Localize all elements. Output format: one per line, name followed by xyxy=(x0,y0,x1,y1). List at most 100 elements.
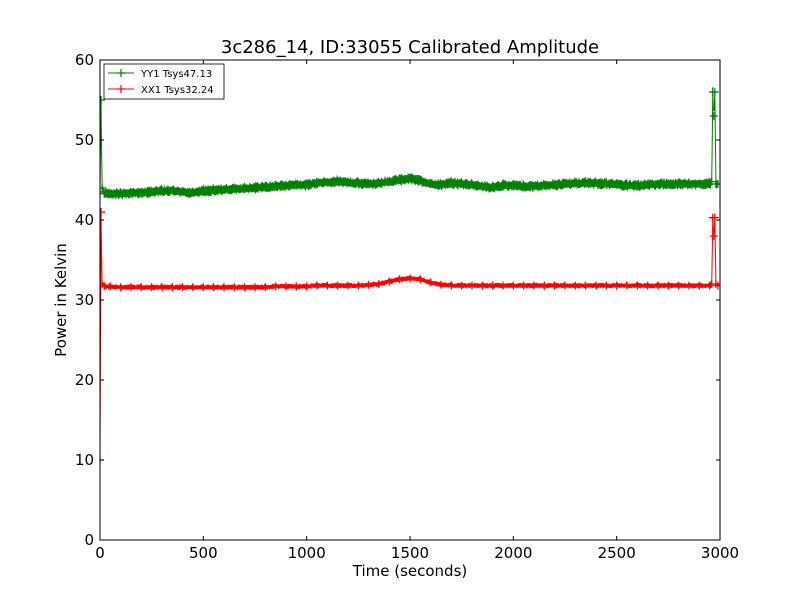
data-point xyxy=(313,179,321,188)
data-point xyxy=(530,182,538,191)
y-tick-label: 30 xyxy=(75,291,94,309)
data-point xyxy=(571,281,580,290)
data-point xyxy=(158,187,166,196)
data-point xyxy=(189,188,197,197)
x-tick-label: 3000 xyxy=(701,544,739,562)
data-point xyxy=(364,180,373,188)
data-point xyxy=(251,184,259,192)
data-point xyxy=(561,180,569,188)
data-point xyxy=(106,189,115,198)
data-point xyxy=(100,96,106,104)
data-point xyxy=(199,187,208,196)
data-point xyxy=(395,176,404,184)
data-point xyxy=(581,179,590,188)
y-tick-label: 20 xyxy=(75,371,94,389)
data-point xyxy=(478,182,487,191)
data-point xyxy=(612,180,621,189)
data-point xyxy=(519,281,528,290)
data-point xyxy=(674,180,683,188)
data-point xyxy=(550,281,559,290)
data-point xyxy=(385,177,394,186)
data-point xyxy=(437,280,445,289)
chart-title: 3c286_14, ID:33055 Calibrated Amplitude xyxy=(221,37,599,58)
data-point xyxy=(354,179,363,188)
y-tick-label: 0 xyxy=(84,531,94,549)
x-tick-label: 0 xyxy=(95,544,105,562)
data-point xyxy=(447,281,456,290)
data-point xyxy=(364,280,373,289)
data-point xyxy=(158,283,166,292)
data-point xyxy=(313,281,321,290)
data-point xyxy=(457,281,466,290)
data-point xyxy=(711,280,720,288)
data-point xyxy=(100,208,106,216)
data-point xyxy=(602,281,611,290)
data-point xyxy=(137,188,146,197)
data-point xyxy=(571,179,580,188)
data-point xyxy=(271,182,280,191)
data-point xyxy=(633,281,642,290)
data-point xyxy=(116,283,125,292)
legend-marker xyxy=(117,85,125,93)
x-tick-label: 1000 xyxy=(288,544,326,562)
data-point xyxy=(457,180,466,188)
data-point xyxy=(654,281,662,290)
data-point xyxy=(100,184,107,192)
data-point xyxy=(499,281,507,290)
data-point xyxy=(623,281,631,290)
legend-box xyxy=(103,63,225,100)
data-point xyxy=(685,281,693,290)
data-point xyxy=(592,179,600,188)
legend-marker xyxy=(117,69,125,77)
data-point xyxy=(147,283,156,292)
data-point xyxy=(230,184,239,193)
data-point xyxy=(707,177,716,186)
series-0 xyxy=(100,87,720,200)
plot-frame xyxy=(99,59,721,541)
data-point xyxy=(710,88,719,96)
data-point xyxy=(654,180,662,188)
data-point xyxy=(509,181,518,190)
data-point xyxy=(550,180,559,189)
data-point xyxy=(685,180,693,188)
data-point xyxy=(168,283,177,292)
data-point xyxy=(519,182,528,191)
data-point xyxy=(282,282,290,291)
data-point xyxy=(333,281,342,290)
data-point xyxy=(561,281,569,290)
data-point xyxy=(447,179,456,188)
series-1 xyxy=(100,208,720,464)
axis-ticks: 0 500 1000 1500 2000 2500 3000 0 10 20 30 40 50 60 xyxy=(75,51,739,562)
data-point xyxy=(602,180,611,188)
legend-label: XX1 Tsys32.24 xyxy=(141,85,214,96)
data-point xyxy=(695,180,704,188)
data-point xyxy=(230,283,239,292)
data-point xyxy=(375,280,383,288)
data-point xyxy=(344,178,352,187)
data-point xyxy=(426,180,435,188)
data-point xyxy=(643,180,652,189)
data-point xyxy=(478,281,487,290)
data-point xyxy=(251,283,259,292)
data-point xyxy=(664,180,673,188)
data-point xyxy=(695,281,704,290)
data-point xyxy=(509,281,518,290)
data-point xyxy=(209,186,218,195)
series-line xyxy=(100,211,719,461)
data-point xyxy=(271,282,280,291)
x-axis-label: Time (seconds) xyxy=(352,562,468,580)
series-line xyxy=(100,87,719,200)
data-point xyxy=(633,181,642,190)
data-point xyxy=(178,283,187,292)
data-point xyxy=(643,281,652,290)
data-point xyxy=(220,283,228,292)
data-point xyxy=(406,174,414,183)
data-point xyxy=(540,281,549,290)
data-point xyxy=(623,181,631,190)
x-tick-label: 500 xyxy=(189,544,218,562)
data-point xyxy=(468,281,476,290)
data-point xyxy=(292,282,301,291)
data-point xyxy=(168,186,177,195)
data-point xyxy=(540,181,549,190)
data-point xyxy=(261,283,270,292)
